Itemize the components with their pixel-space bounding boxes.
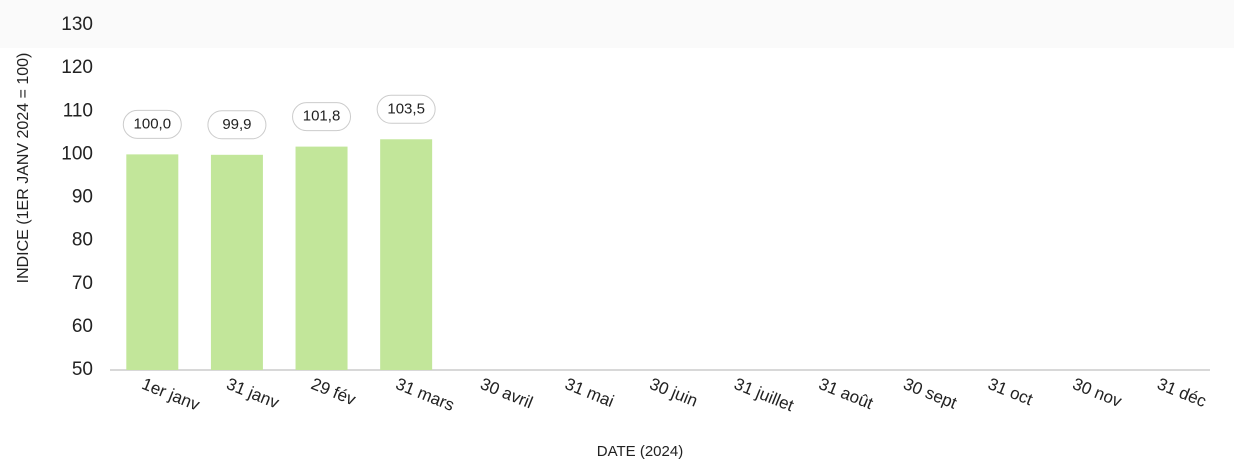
x-tick-label: 29 fév [308, 374, 359, 409]
x-tick-label: 30 nov [1070, 374, 1125, 411]
top-band [0, 0, 1234, 48]
x-tick-label: 30 juin [647, 374, 701, 410]
value-label-box [122, 109, 182, 139]
x-axis-title: DATE (2024) [597, 443, 683, 460]
x-tick-label: 31 mai [562, 374, 616, 411]
bar [295, 146, 348, 370]
x-tick-label: 30 sept [901, 374, 960, 413]
y-tick-label: 50 [72, 359, 93, 380]
bar [210, 154, 263, 370]
value-label-box [292, 102, 352, 132]
value-label: 103,5 [387, 100, 425, 117]
y-tick-label: 60 [72, 316, 93, 337]
x-tick-label: 31 août [816, 374, 876, 413]
value-label-box [207, 110, 267, 140]
bar [380, 139, 433, 370]
x-tick-label: 31 mars [393, 374, 457, 415]
value-label: 101,8 [303, 108, 341, 125]
x-tick-label: 30 avril [478, 374, 536, 412]
y-tick-label: 110 [63, 100, 93, 121]
y-tick-label: 90 [72, 187, 93, 208]
y-tick-label: 120 [61, 57, 93, 78]
y-tick-label: 80 [72, 230, 93, 251]
y-tick-label: 100 [61, 143, 93, 164]
y-axis-title: INDICE (1ER JANV 2024 = 100) [15, 53, 32, 284]
x-tick-label: 31 déc [1155, 374, 1210, 411]
x-tick-label: 31 juillet [731, 374, 796, 415]
y-tick-label: 70 [72, 273, 93, 294]
x-tick-label: 31 janv [224, 374, 282, 412]
value-label: 100,0 [134, 115, 172, 132]
value-label: 99,9 [222, 116, 251, 133]
x-tick-label: 1er janv [139, 374, 203, 414]
value-label-box [376, 94, 436, 124]
y-tick-label: 130 [61, 14, 93, 35]
bar [126, 154, 179, 370]
x-tick-label: 31 oct [985, 374, 1035, 409]
